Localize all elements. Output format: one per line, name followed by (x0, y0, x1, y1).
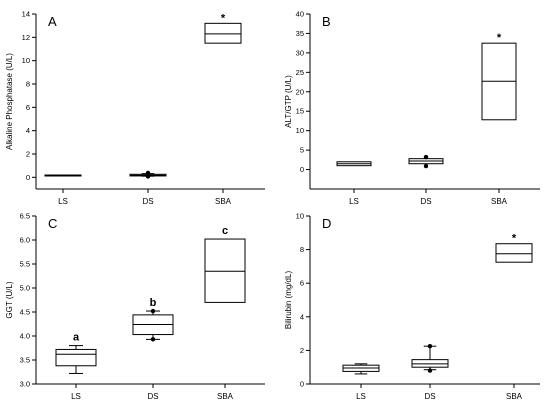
y-tick-label: 6 (26, 103, 30, 112)
panel-a: 0 2 4 6 8 10 12 14 LS DS SBA Alkaline Phosphatase (… (5, 10, 265, 206)
x-tick-label: DS (424, 392, 435, 401)
x-tick-label: SBA (491, 197, 508, 206)
y-tick-label: 2 (300, 346, 304, 355)
box-iqr (55, 348, 97, 367)
box-ds (411, 344, 449, 373)
box-sba: * (495, 233, 533, 263)
y-tick-label: 5.5 (20, 260, 30, 269)
y-tick-label: 4 (300, 312, 304, 321)
y-tick-label: 0 (26, 173, 30, 182)
panel-letter: B (322, 14, 331, 29)
x-tick-label: SBA (217, 392, 234, 401)
significance-label: a (73, 332, 80, 344)
significance-label: * (497, 32, 502, 44)
outlier-point (150, 308, 156, 314)
y-tick-label: 6.5 (20, 212, 30, 221)
outlier-point (145, 174, 151, 179)
y-tick-label: 6 (300, 279, 304, 288)
y-tick-label: 4.0 (20, 332, 30, 341)
y-axis-label: Alkaline Phosphatase (U/L) (5, 53, 14, 150)
panel-letter: D (322, 216, 331, 231)
outlier-point (145, 170, 151, 176)
box-sba: * (481, 32, 517, 121)
outlier-point (150, 337, 156, 342)
panel-b: 0 5 10 15 20 25 30 35 40 LS DS SBA ALT/GTP (U/L) B * (284, 10, 540, 206)
box-ds (129, 170, 167, 179)
y-tick-label: 4.5 (20, 308, 30, 317)
significance-label: c (222, 225, 228, 237)
significance-label: b (150, 297, 157, 309)
y-tick-label: 8 (300, 245, 304, 254)
box-ls (44, 174, 82, 177)
y-tick-label: 20 (296, 87, 304, 96)
x-tick-label: DS (420, 197, 431, 206)
y-tick-label: 10 (296, 212, 304, 221)
x-tick-label: LS (71, 392, 81, 401)
y-tick-label: 40 (296, 10, 304, 19)
box-ls: a (55, 332, 97, 374)
panel-letter: A (48, 14, 57, 29)
outlier-point (423, 154, 429, 160)
box-sba: * (204, 12, 242, 44)
y-tick-label: 6.0 (20, 236, 30, 245)
y-tick-label: 0 (300, 165, 304, 174)
y-tick-label: 3.5 (20, 356, 30, 365)
y-tick-label: 8 (26, 80, 30, 89)
y-tick-label: 5.0 (20, 284, 30, 293)
y-axis-label: ALT/GTP (U/L) (284, 75, 293, 128)
panel-c: 3.0 3.5 4.0 4.5 5.0 5.5 6.0 6.5 LS DS SBA GGT (U/L)… (5, 212, 265, 401)
x-tick-label: LS (349, 197, 359, 206)
box-ds (408, 154, 444, 169)
x-tick-label: DS (147, 392, 158, 401)
y-tick-label: 25 (296, 68, 304, 77)
y-axis-label: GGT (U/L) (5, 281, 14, 319)
box-iqr (204, 22, 242, 44)
significance-label: * (512, 233, 517, 245)
y-tick-label: 3.0 (20, 380, 30, 389)
panel-letter: C (48, 216, 57, 231)
outlier-point (423, 163, 429, 169)
panel-d: 0 2 4 6 8 10 LS DS SBA Bilirubin (mg/dL) D * (284, 212, 540, 401)
y-tick-label: 35 (296, 29, 304, 38)
y-tick-label: 12 (22, 33, 30, 42)
y-tick-label: 14 (22, 10, 30, 19)
x-tick-label: LS (58, 197, 68, 206)
y-tick-label: 0 (300, 380, 304, 389)
box-sba: c (204, 225, 246, 303)
outlier-point (427, 344, 433, 349)
x-tick-label: SBA (506, 392, 523, 401)
y-tick-label: 30 (296, 48, 304, 57)
box-ds: b (132, 297, 174, 342)
outlier-point (427, 368, 433, 373)
x-tick-label: DS (142, 197, 153, 206)
box-ls (336, 161, 372, 167)
y-tick-label: 5 (300, 146, 304, 155)
y-axis-label: Bilirubin (mg/dL) (284, 271, 293, 330)
y-tick-label: 10 (296, 126, 304, 135)
y-tick-label: 10 (22, 56, 30, 65)
box-ls (342, 363, 380, 375)
box-iqr (495, 243, 533, 263)
significance-label: * (221, 12, 226, 24)
y-tick-label: 2 (26, 150, 30, 159)
x-tick-label: LS (356, 392, 366, 401)
y-tick-label: 15 (296, 107, 304, 116)
x-tick-label: SBA (215, 197, 232, 206)
y-tick-label: 4 (26, 126, 30, 135)
